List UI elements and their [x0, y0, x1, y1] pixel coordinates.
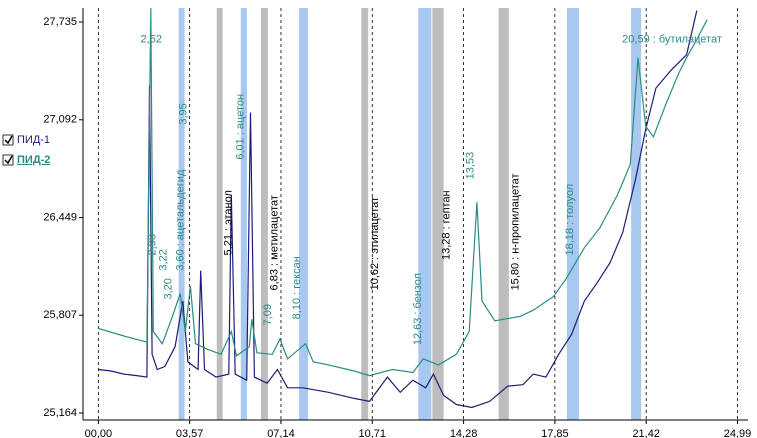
peak-label: 20,59 : бутилацетат — [622, 33, 722, 45]
peak-bands — [178, 8, 642, 420]
peak-band — [631, 8, 642, 420]
peak-band — [178, 8, 185, 420]
peak-label: 10,62 : этилацетат — [369, 197, 381, 291]
check-mark — [4, 155, 13, 165]
x-tick-label: 17,85 — [541, 428, 569, 438]
x-tick-label: 24,99 — [724, 428, 752, 438]
peak-label: 2,52 — [141, 33, 162, 45]
grid — [97, 8, 738, 420]
x-tick-label: 03,57 — [176, 428, 204, 438]
peak-label: 13,53 — [465, 152, 477, 180]
legend-checkbox[interactable] — [2, 134, 14, 146]
y-tick-label: 27,092 — [43, 114, 77, 126]
traces — [98, 8, 708, 409]
peak-band — [261, 8, 268, 420]
peak-label: 6,01 : ацетон — [235, 94, 247, 160]
legend-checkbox[interactable] — [2, 154, 14, 166]
peak-label: 18,18 : толуол — [564, 184, 576, 256]
peak-label: 8,10 : гексан — [291, 256, 303, 319]
check-mark — [4, 135, 13, 145]
y-tick-label: 25,807 — [43, 309, 77, 321]
peak-label: 7,09 — [262, 304, 274, 325]
peak-band — [240, 8, 247, 420]
y-tick-label: 26,449 — [43, 211, 77, 223]
legend-label[interactable]: ПИД-2 — [17, 154, 50, 166]
legend: ПИД-1 ПИД-2 — [2, 134, 50, 166]
trace — [98, 10, 698, 409]
peak-label: 3,20 — [163, 278, 175, 299]
peak-band — [361, 8, 369, 420]
peak-label: 2,93 — [146, 234, 158, 255]
x-tick-label: 00,00 — [85, 428, 113, 438]
peak-label: 3,60 : ацетальдегид — [175, 169, 187, 270]
peak-band — [432, 8, 444, 420]
peak-label: 12,63 : бензол — [412, 273, 424, 345]
peak-band — [498, 8, 509, 420]
peak-band — [216, 8, 223, 420]
peak-labels: 2,52 2,933,22 3,203,60 : ацетальдегид 3,95 5… — [141, 33, 722, 345]
peak-label: 13,28 : гептан — [440, 190, 452, 260]
y-tick-label: 27,735 — [43, 16, 77, 28]
legend-label[interactable]: ПИД-1 — [17, 134, 50, 146]
peak-band — [418, 8, 432, 420]
axes-labels: 00,00 03,57 07,14 10,71 14,28 17,85 21,42 24,99… — [43, 16, 751, 438]
peak-label: 3,22 — [157, 249, 169, 270]
peak-band — [299, 8, 309, 420]
y-tick-label: 25,164 — [43, 407, 77, 419]
x-tick-label: 07,14 — [267, 428, 295, 438]
peak-label: 3,95 — [177, 103, 189, 124]
x-tick-label: 14,28 — [450, 428, 478, 438]
peak-label: 6,83 : метилацетат — [269, 195, 281, 290]
x-tick-label: 21,42 — [632, 428, 660, 438]
x-tick-label: 10,71 — [359, 428, 387, 438]
peak-band — [566, 8, 579, 420]
peak-label: 15,80 : н-пропилацетат — [510, 173, 522, 290]
peak-label: 5,21 : этанол — [223, 190, 235, 255]
trace — [98, 8, 708, 377]
